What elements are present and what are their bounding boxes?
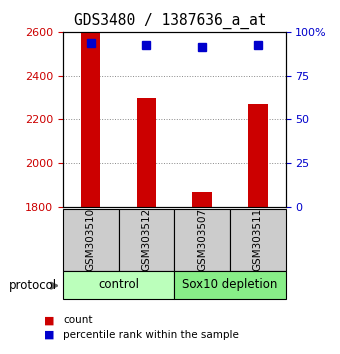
Bar [63, 209, 119, 271]
Text: GDS3480 / 1387636_a_at: GDS3480 / 1387636_a_at [74, 12, 266, 29]
Bar [81, 32, 101, 207]
Bar [174, 209, 230, 271]
Bar [230, 209, 286, 271]
Text: ■: ■ [44, 315, 55, 325]
Text: GSM303510: GSM303510 [86, 208, 96, 272]
Text: count: count [63, 315, 92, 325]
Bar [63, 271, 174, 299]
Text: ■: ■ [44, 330, 55, 339]
Bar [174, 271, 286, 299]
Bar [192, 192, 212, 207]
Text: protocol: protocol [8, 279, 57, 292]
Bar [119, 209, 174, 271]
Bar [137, 98, 156, 207]
Text: GSM303507: GSM303507 [197, 208, 207, 272]
Text: Sox10 depletion: Sox10 depletion [182, 279, 278, 291]
Text: GSM303511: GSM303511 [253, 208, 263, 272]
Bar [248, 104, 268, 207]
Text: control: control [98, 279, 139, 291]
Text: GSM303512: GSM303512 [141, 208, 151, 272]
Text: percentile rank within the sample: percentile rank within the sample [63, 330, 239, 339]
